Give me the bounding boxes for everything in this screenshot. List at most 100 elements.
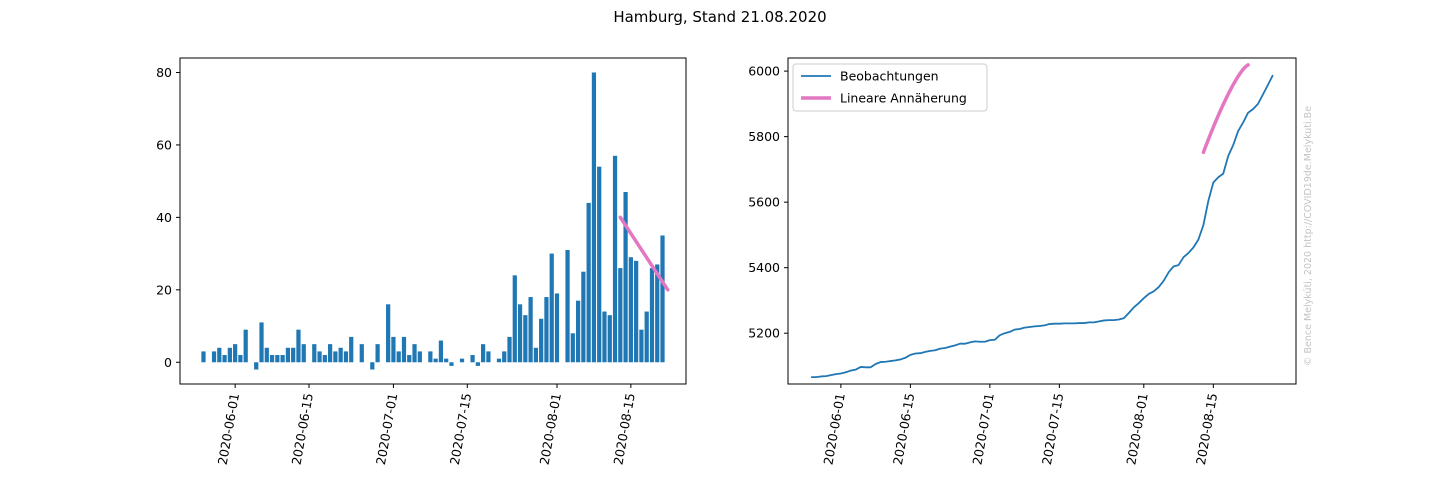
x-tick-label: 2020-06-01 [820, 392, 847, 466]
fit-line-right [1201, 63, 1250, 155]
bar [201, 351, 206, 363]
bar [470, 355, 475, 363]
y-tick-label: 5400 [748, 260, 780, 275]
y-tick-label: 6000 [748, 64, 780, 79]
bar [322, 355, 327, 363]
x-tick-label: 2020-08-01 [1123, 392, 1150, 466]
y-axis-ticks-right: 5200 5400 5600 5800 6000 [748, 64, 788, 341]
bar [481, 344, 486, 363]
observations-line [811, 74, 1274, 379]
x-tick-label: 2020-07-15 [447, 392, 474, 466]
y-tick-label: 40 [156, 210, 172, 225]
bar [533, 347, 538, 363]
bar [618, 268, 623, 363]
bar [660, 235, 665, 363]
bar [591, 72, 597, 363]
bar [649, 268, 655, 363]
bar [217, 347, 222, 363]
bar [396, 351, 401, 363]
fit-curve [1201, 63, 1250, 155]
bar [597, 166, 602, 363]
bar [655, 264, 660, 363]
y-tick-label: 5600 [748, 195, 780, 210]
observation-series [811, 74, 1274, 379]
bar [333, 351, 338, 363]
bar [539, 318, 544, 363]
bar [628, 257, 633, 363]
bar [607, 315, 612, 363]
axes-frame-right [787, 57, 1297, 385]
bar [634, 260, 639, 363]
bar [444, 358, 449, 363]
bar [222, 355, 227, 363]
legend-observations-label: Beobachtungen [840, 69, 939, 84]
bar [227, 347, 232, 363]
x-tick-label: 2020-08-15 [1193, 392, 1220, 466]
x-axis-ticks-right: 2020-06-01 2020-06-15 2020-07-01 2020-07-15… [820, 384, 1220, 466]
x-tick-label: 2020-06-15 [890, 392, 917, 466]
x-tick-label: 2020-08-15 [610, 392, 637, 466]
bar [243, 329, 248, 363]
bar [233, 344, 238, 363]
y-tick-label: 5200 [748, 326, 780, 341]
legend-box [792, 63, 988, 112]
bar [612, 155, 618, 363]
bar [312, 344, 317, 363]
bar [644, 311, 649, 363]
bar [544, 297, 549, 363]
bar [581, 271, 586, 363]
axes-frame-left [179, 57, 687, 385]
bar [496, 358, 502, 363]
bar [391, 336, 396, 363]
bar [512, 275, 517, 363]
bar [317, 351, 322, 363]
bar [254, 362, 259, 370]
daily-cases-bar-chart: 0 20 40 60 80 2020-06-01 2020-06-15 2020-07-01… [156, 57, 687, 466]
bar [602, 311, 607, 363]
y-tick-label: 60 [156, 137, 172, 152]
bar [343, 351, 349, 363]
bar [517, 304, 523, 363]
bar [565, 249, 570, 363]
legend-fit-label: Lineare Annäherung [840, 91, 967, 106]
bar [370, 362, 375, 370]
bar [433, 358, 438, 363]
x-tick-label: 2020-07-01 [373, 392, 400, 466]
bar [386, 304, 391, 363]
bar [417, 351, 422, 363]
x-axis-ticks-left: 2020-06-01 2020-06-15 2020-07-01 2020-07-15… [215, 384, 638, 466]
x-tick-label: 2020-06-01 [215, 392, 242, 466]
bar [428, 351, 433, 363]
bar [549, 253, 554, 363]
bar [259, 322, 264, 363]
y-tick-label: 0 [164, 355, 172, 370]
bar [475, 362, 480, 366]
bar [586, 202, 591, 363]
bar [328, 344, 333, 363]
legend: Beobachtungen Lineare Annäherung [792, 63, 988, 112]
bar [554, 293, 560, 363]
bar [211, 351, 217, 363]
bar [486, 351, 491, 363]
cumulative-cases-line-chart: 5200 5400 5600 5800 6000 2020-06-01 2020-06-1… [748, 57, 1297, 466]
x-tick-label: 2020-08-01 [537, 392, 564, 466]
bar [401, 336, 407, 363]
bar [349, 336, 354, 363]
bar [359, 344, 364, 363]
bar [623, 192, 628, 363]
bar [528, 297, 533, 363]
y-tick-label: 80 [156, 65, 172, 80]
bar-series [201, 72, 665, 370]
bar [275, 355, 280, 363]
bar [502, 351, 507, 363]
x-tick-label: 2020-06-15 [289, 392, 316, 466]
bar [280, 355, 285, 363]
bar [407, 355, 412, 363]
bar [269, 355, 275, 363]
y-axis-ticks-left: 0 20 40 60 80 [156, 65, 180, 370]
y-tick-label: 5800 [748, 129, 780, 144]
bar [285, 347, 291, 363]
bar [238, 355, 243, 363]
bar [291, 347, 296, 363]
